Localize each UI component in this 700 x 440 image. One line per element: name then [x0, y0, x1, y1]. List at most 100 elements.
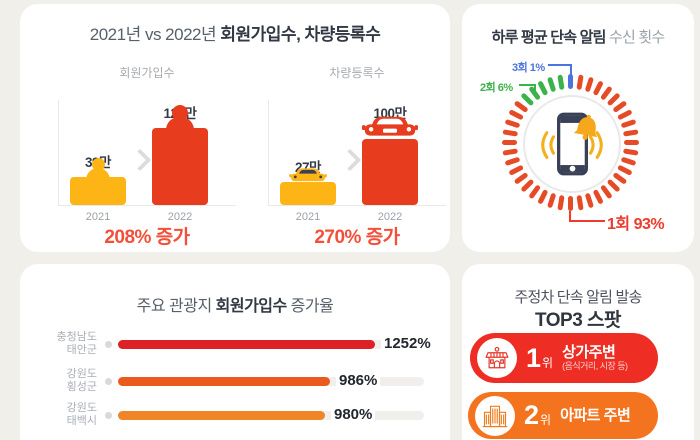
- region-line1: 강원도: [66, 368, 97, 380]
- panel-alerts-title: 하루 평균 단속 알림 수신 횟수: [462, 26, 694, 47]
- label-3-times: 3회 1%: [512, 62, 545, 74]
- tourist-row: 강원도 태백시 980%: [20, 400, 450, 430]
- icon-circle: [477, 338, 517, 378]
- bar-fill: [118, 377, 330, 386]
- bar-fill: [118, 411, 325, 420]
- row-dot-icon: [105, 412, 112, 419]
- alert-donut-ring: [500, 72, 640, 212]
- label-1-time: 1회 93%: [607, 216, 665, 233]
- bar-value: 980%: [331, 406, 376, 423]
- car-icon: [289, 168, 327, 182]
- vehicles-chart-label: 차량등록수: [329, 66, 385, 80]
- members-growth-text: 208% 증가: [104, 227, 190, 248]
- region-label: 강원도 태백시: [37, 402, 97, 428]
- top3-title-line2: TOP3 스팟: [534, 310, 622, 331]
- bar-track: 986%: [118, 372, 424, 389]
- donut-tick: [567, 73, 573, 89]
- vehicles-2022-bar: [362, 116, 418, 205]
- region-line2: 태안군: [66, 344, 97, 356]
- donut-tick: [501, 147, 518, 156]
- title-regular: 수신 횟수: [605, 29, 665, 46]
- row-dot-icon: [105, 378, 112, 385]
- chevron-right-icon: [338, 148, 362, 172]
- bar-fill: [118, 340, 375, 349]
- donut-tick: [623, 139, 639, 145]
- spot-texts: 상가주변 (음식거리, 시장 등): [562, 344, 628, 372]
- vehicles-2021-bar: [280, 168, 336, 205]
- title-regular: 2021년 vs 2022년: [89, 25, 217, 44]
- tourist-row: 충청남도 태안군 1252%: [20, 329, 450, 359]
- spot-texts: 아파트 주변: [560, 407, 631, 424]
- panel-tourist-growth: 주요 관광지 회원가입수 증가율 충청남도 태안군 1252% 강원도 횡성군 98…: [20, 264, 450, 440]
- members-2022-label: 2022: [167, 211, 193, 223]
- vehicles-growth-text: 270% 증가: [314, 227, 400, 248]
- connector-line-2: [519, 84, 536, 95]
- donut-tick: [622, 147, 639, 156]
- panel-signup-comparison: 2021년 vs 2022년 회원가입수, 차량등록수 회원가입수 39만 12…: [20, 4, 450, 252]
- donut-tick: [620, 118, 636, 128]
- members-2022-bar: [152, 105, 208, 205]
- connector-line-3: [548, 64, 572, 76]
- region-label: 충청남도 태안군: [37, 331, 97, 357]
- donut-center-circle: [523, 95, 621, 193]
- tourist-row: 강원도 횡성군 986%: [20, 366, 450, 396]
- donut-tick: [584, 76, 594, 92]
- label-2-times: 2회 6%: [480, 82, 513, 94]
- donut-tick: [622, 128, 639, 137]
- storefront-icon: [485, 346, 509, 369]
- spot-sublabel: (음식거리, 시장 등): [562, 361, 628, 372]
- connector-line-1: [569, 211, 605, 222]
- panel-alert-counts: 하루 평균 단속 알림 수신 횟수 3회 1% 2회 6%: [462, 4, 694, 252]
- donut-tick: [501, 128, 518, 137]
- members-x-axis: [58, 205, 236, 206]
- bar-value: 1252%: [381, 335, 434, 352]
- rank-suffix: 위: [542, 355, 554, 370]
- person-shoulders-icon: [86, 168, 110, 180]
- region-line1: 강원도: [66, 402, 97, 414]
- rank-suffix: 위: [540, 413, 552, 427]
- rank-number: 1: [526, 342, 542, 373]
- vehicles-2022-label: 2022: [377, 211, 403, 223]
- donut-tick: [567, 195, 573, 211]
- donut-tick: [575, 194, 584, 211]
- chevron-right-icon: [128, 148, 152, 172]
- panel-signup-title: 2021년 vs 2022년 회원가입수, 차량등록수: [20, 20, 450, 45]
- vehicles-2021-label: 2021: [295, 211, 321, 223]
- title-bold: 회원가입수, 차량등록수: [216, 25, 381, 44]
- person-shoulders-icon: [166, 117, 194, 130]
- title-post: 증가율: [286, 298, 334, 315]
- region-line1: 충청남도: [56, 331, 97, 343]
- title-pre: 주요 관광지: [136, 298, 213, 315]
- bar-track: 1252%: [118, 335, 434, 352]
- spot-label: 상가주변: [562, 344, 616, 362]
- members-2021-bar: [70, 158, 126, 205]
- vehicles-x-axis: [268, 205, 446, 206]
- donut-tick: [556, 73, 565, 90]
- top3-title-line1: 주정차 단속 알림 발송: [514, 289, 642, 306]
- apartment-icon: [482, 405, 508, 427]
- row-dot-icon: [105, 341, 112, 348]
- donut-tick: [584, 192, 594, 208]
- bar-value: 986%: [336, 372, 381, 389]
- donut-tick: [504, 118, 520, 128]
- icon-circle: [475, 395, 515, 436]
- title-bold: 회원가입수: [211, 298, 288, 315]
- vehicles-y-axis: [268, 100, 269, 205]
- rank-number: 2: [524, 400, 540, 430]
- donut-tick: [501, 139, 517, 145]
- car-icon: [362, 116, 418, 136]
- phone-alert-icon: [541, 112, 603, 176]
- bar-track: 980%: [118, 406, 424, 423]
- title-bold: 하루 평균 단속 알림: [491, 29, 607, 46]
- region-label: 강원도 횡성군: [37, 368, 97, 394]
- donut-tick: [504, 156, 520, 166]
- donut-tick: [546, 76, 556, 92]
- donut-tick: [556, 194, 565, 211]
- region-line2: 태백시: [66, 415, 97, 427]
- donut-tick: [546, 192, 556, 208]
